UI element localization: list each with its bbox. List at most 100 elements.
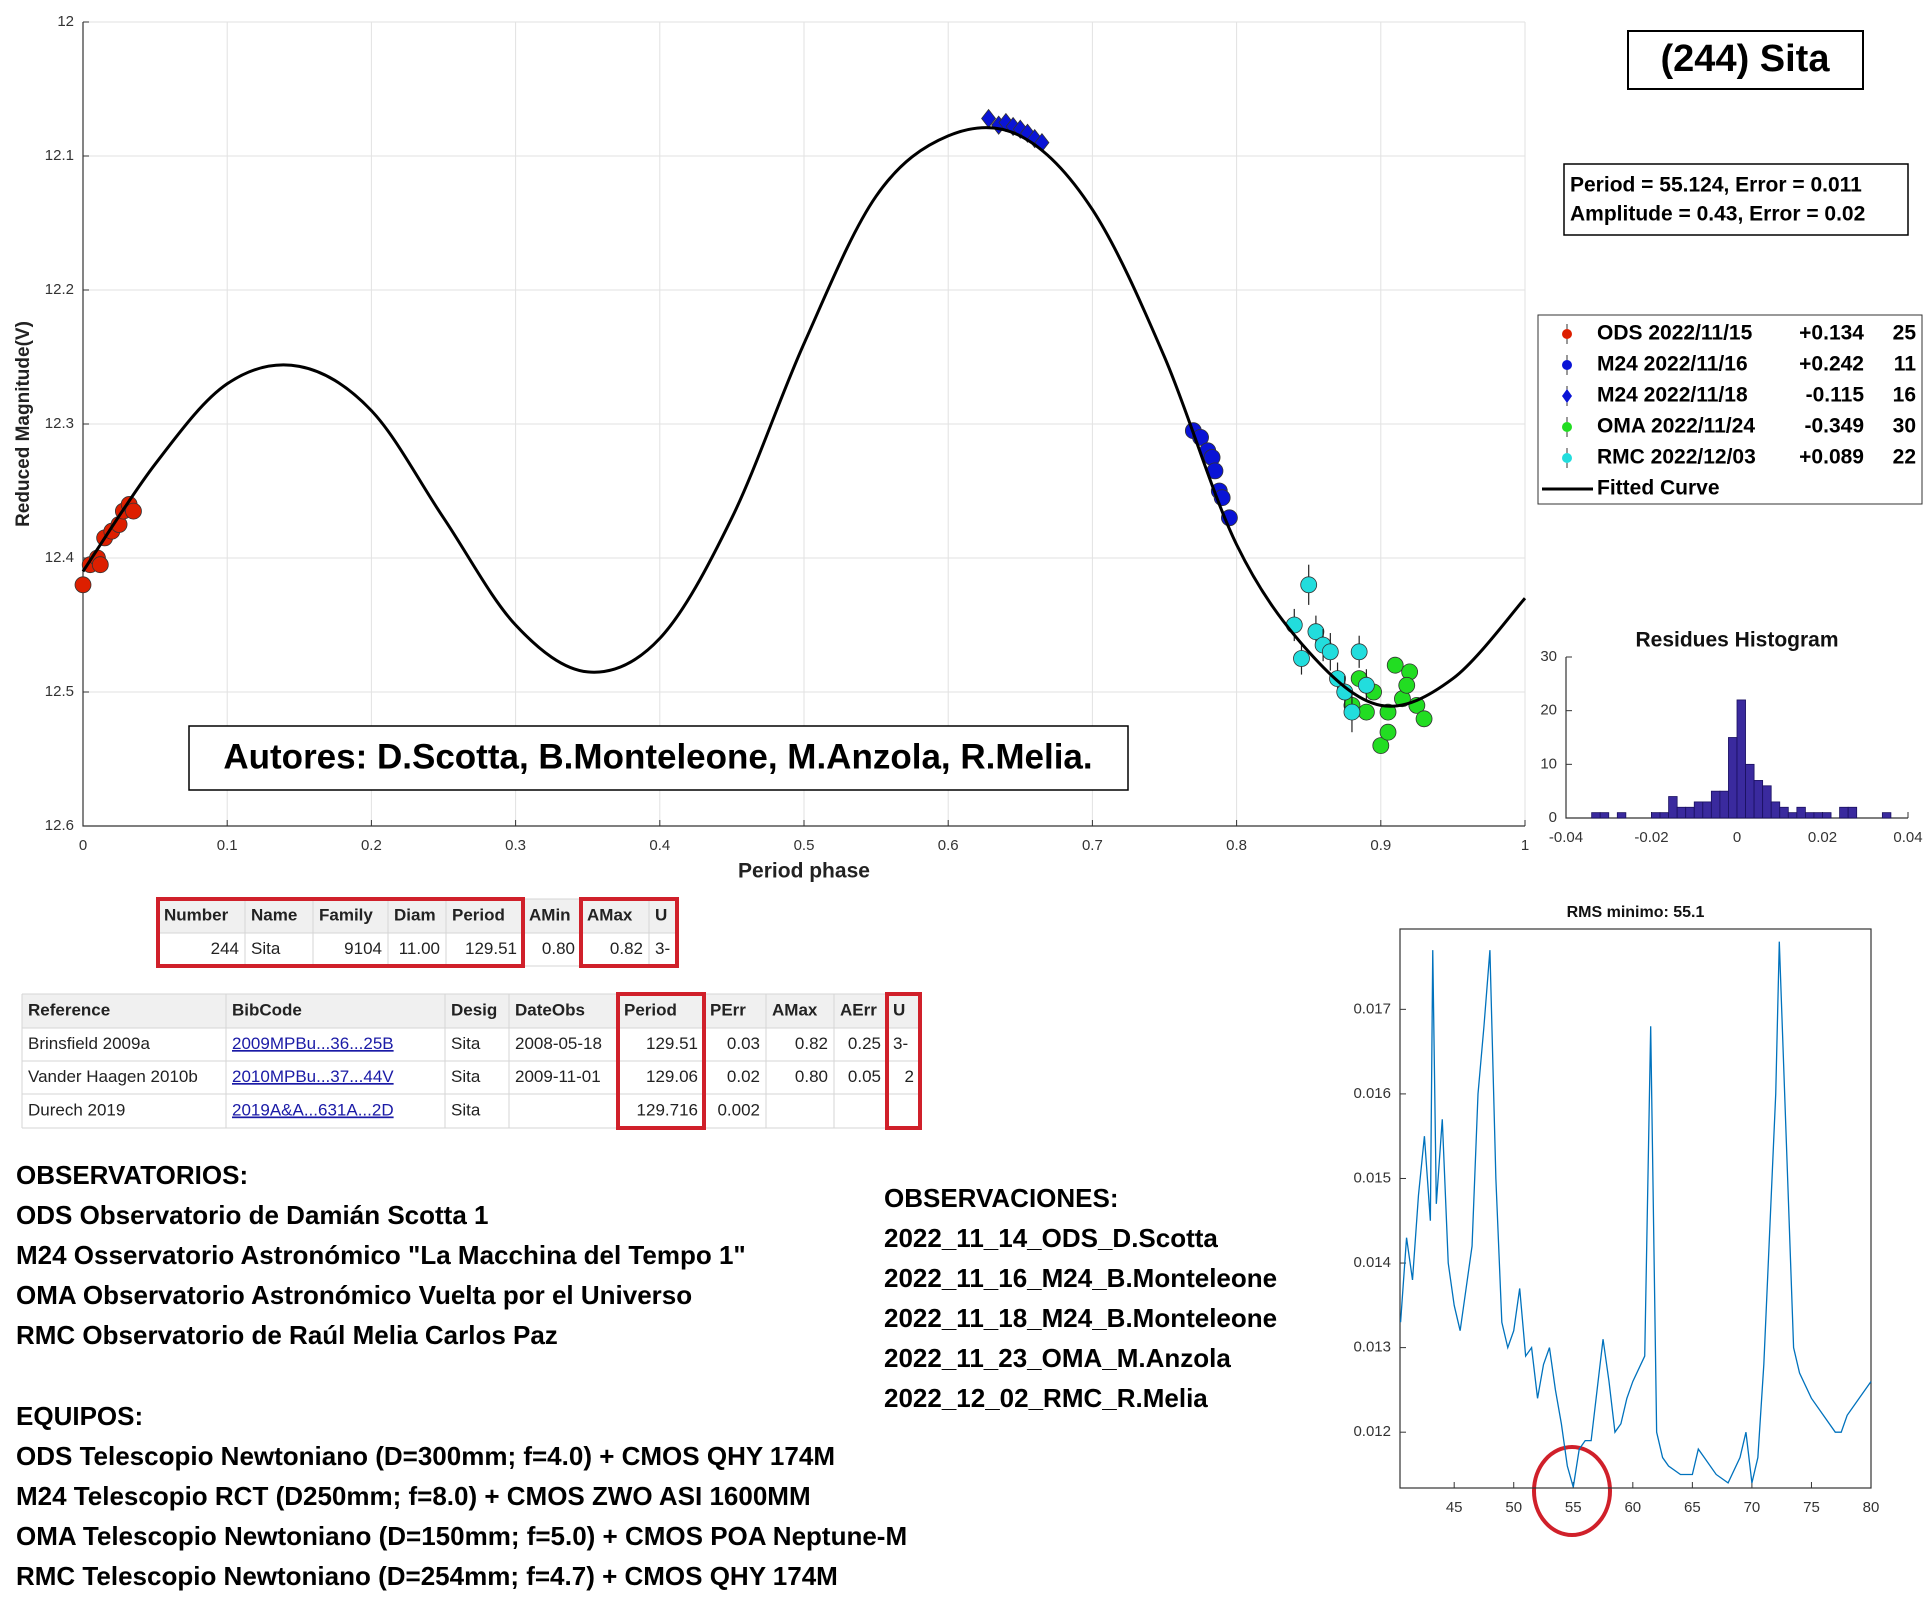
- table-cell: 129.716: [637, 1100, 698, 1119]
- circle-marker: [1300, 576, 1318, 594]
- legend-count: 30: [1893, 415, 1916, 438]
- legend-offset: +0.242: [1799, 353, 1864, 376]
- table-cell: Vander Haagen 2010b: [28, 1067, 198, 1086]
- note-line: ODS Observatorio de Damián Scotta 1: [16, 1200, 488, 1230]
- bibcode-link[interactable]: 2010MPBu...37...44V: [232, 1067, 394, 1086]
- note-line: M24 Telescopio RCT (D250mm; f=8.0) + CMO…: [16, 1481, 811, 1511]
- x-tick-label: 0.9: [1370, 837, 1391, 854]
- y-tick-label: 20: [1540, 702, 1557, 719]
- table-cell: 11.00: [399, 939, 440, 958]
- bibcode-link[interactable]: 2009MPBu...36...25B: [232, 1034, 394, 1053]
- y-tick-label: 0.013: [1353, 1339, 1391, 1356]
- x-tick-label: 1: [1521, 837, 1529, 854]
- legend-marker: [1562, 360, 1572, 370]
- histogram-bar: [1745, 763, 1755, 819]
- table-header: Period: [624, 1000, 677, 1019]
- legend-count: 22: [1893, 446, 1916, 469]
- histogram-bar: [1668, 796, 1678, 819]
- legend-marker: [1562, 389, 1572, 403]
- y-tick-label: 30: [1540, 648, 1557, 665]
- table-cell: 244: [211, 939, 239, 958]
- y-tick-label: 0.017: [1353, 1000, 1391, 1017]
- x-tick-label: 0.1: [217, 837, 238, 854]
- axes-frame: [1399, 928, 1872, 1489]
- x-tick-label: 80: [1863, 1499, 1880, 1516]
- x-tick-label: 0: [79, 837, 87, 854]
- legend-marker: [1562, 453, 1572, 463]
- table-header: AMax: [587, 905, 633, 924]
- histogram-bar: [1839, 806, 1849, 819]
- circle-marker: [1285, 616, 1303, 634]
- table-header: BibCode: [232, 1000, 302, 1019]
- table-cell: 3-: [893, 1034, 908, 1053]
- table-header: AMax: [772, 1000, 818, 1019]
- table-header: AMin: [529, 905, 571, 924]
- histogram-bar: [1847, 806, 1858, 819]
- legend-label: RMC 2022/12/03: [1597, 446, 1756, 469]
- histogram-bar: [1719, 790, 1729, 819]
- histogram-bar: [1796, 806, 1806, 819]
- fitted-curve: [81, 126, 1527, 708]
- circle-marker: [1379, 723, 1397, 741]
- note-line: OMA Observatorio Astronómico Vuelta por …: [16, 1280, 692, 1310]
- chart-title: RMS minimo: 55.1: [1567, 904, 1705, 921]
- table-cell: 0.25: [848, 1034, 881, 1053]
- circle-marker: [1357, 676, 1375, 694]
- circle-marker: [1321, 643, 1339, 661]
- circle-marker: [1293, 650, 1310, 667]
- table-cell: 0.002: [717, 1100, 760, 1119]
- histogram-bar: [1881, 812, 1892, 819]
- note-line: 2022_11_18_M24_B.Monteleone: [884, 1303, 1277, 1333]
- histogram-bar: [1736, 699, 1746, 819]
- table-header: Period: [452, 905, 505, 924]
- note-title: OBSERVATORIOS:: [16, 1160, 248, 1190]
- table-header: DateObs: [515, 1000, 585, 1019]
- note-title: OBSERVACIONES:: [884, 1183, 1119, 1213]
- circle-marker: [1343, 703, 1361, 721]
- bibcode-link[interactable]: 2019A&A...631A...2D: [232, 1100, 394, 1119]
- table-header: PErr: [710, 1000, 746, 1019]
- legend-offset: -0.115: [1806, 384, 1865, 407]
- note-title: EQUIPOS:: [16, 1401, 143, 1431]
- histogram-bar: [1779, 806, 1789, 819]
- legend-offset: -0.349: [1804, 415, 1864, 438]
- table-cell: 0.82: [610, 939, 643, 958]
- x-tick-label: 50: [1505, 1499, 1522, 1516]
- y-tick-label: 12.4: [45, 549, 74, 566]
- annotation-box: [188, 725, 1129, 791]
- table-cell: 9104: [344, 939, 382, 958]
- y-tick-label: 0.015: [1353, 1169, 1391, 1186]
- x-tick-label: -0.02: [1634, 829, 1668, 846]
- legend-offset: +0.134: [1799, 322, 1864, 345]
- legend-count: 11: [1894, 353, 1917, 376]
- note-line: RMC Observatorio de Raúl Melia Carlos Pa…: [16, 1320, 558, 1350]
- highlight-box: [616, 992, 706, 1130]
- circle-marker: [1379, 703, 1397, 721]
- y-tick-label: 12.3: [45, 415, 74, 432]
- table-cell: 0.82: [795, 1034, 828, 1053]
- histogram-bar: [1753, 780, 1764, 819]
- table-header: U: [655, 905, 667, 924]
- minimum-highlight: [1532, 1445, 1612, 1537]
- y-tick-label: 0: [1549, 809, 1557, 826]
- table-cell: Sita: [451, 1034, 481, 1053]
- table-header: U: [893, 1000, 905, 1019]
- table-cell: 0.05: [848, 1067, 881, 1086]
- legend-marker: [1562, 329, 1572, 339]
- x-tick-label: 0.2: [361, 837, 382, 854]
- table-header: Desig: [451, 1000, 497, 1019]
- table-cell: Brinsfield 2009a: [28, 1034, 150, 1053]
- legend-label: M24 2022/11/16: [1597, 353, 1748, 376]
- table-cell: 0.80: [542, 939, 575, 958]
- fit-box: [1563, 163, 1909, 236]
- histogram-bar: [1710, 790, 1721, 819]
- note-line: 2022_12_02_RMC_R.Melia: [884, 1383, 1208, 1413]
- legend-marker: [1562, 422, 1572, 432]
- legend-label: M24 2022/11/18: [1597, 384, 1748, 407]
- x-tick-label: 0.04: [1893, 829, 1922, 846]
- histogram-bar: [1822, 812, 1832, 819]
- table-cell: 2009-11-01: [515, 1067, 601, 1086]
- table-header: Diam: [394, 905, 436, 924]
- title-box: [1627, 30, 1864, 90]
